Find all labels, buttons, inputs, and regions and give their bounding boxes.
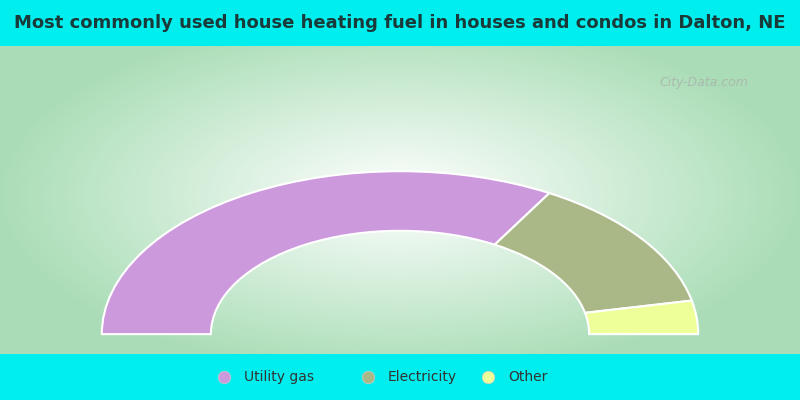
Text: City-Data.com: City-Data.com bbox=[659, 76, 749, 90]
Text: Utility gas: Utility gas bbox=[244, 370, 314, 384]
Wedge shape bbox=[585, 300, 698, 334]
Wedge shape bbox=[494, 193, 692, 313]
Text: Other: Other bbox=[508, 370, 547, 384]
Text: Most commonly used house heating fuel in houses and condos in Dalton, NE: Most commonly used house heating fuel in… bbox=[14, 14, 786, 32]
Wedge shape bbox=[102, 171, 550, 334]
Text: Electricity: Electricity bbox=[388, 370, 457, 384]
